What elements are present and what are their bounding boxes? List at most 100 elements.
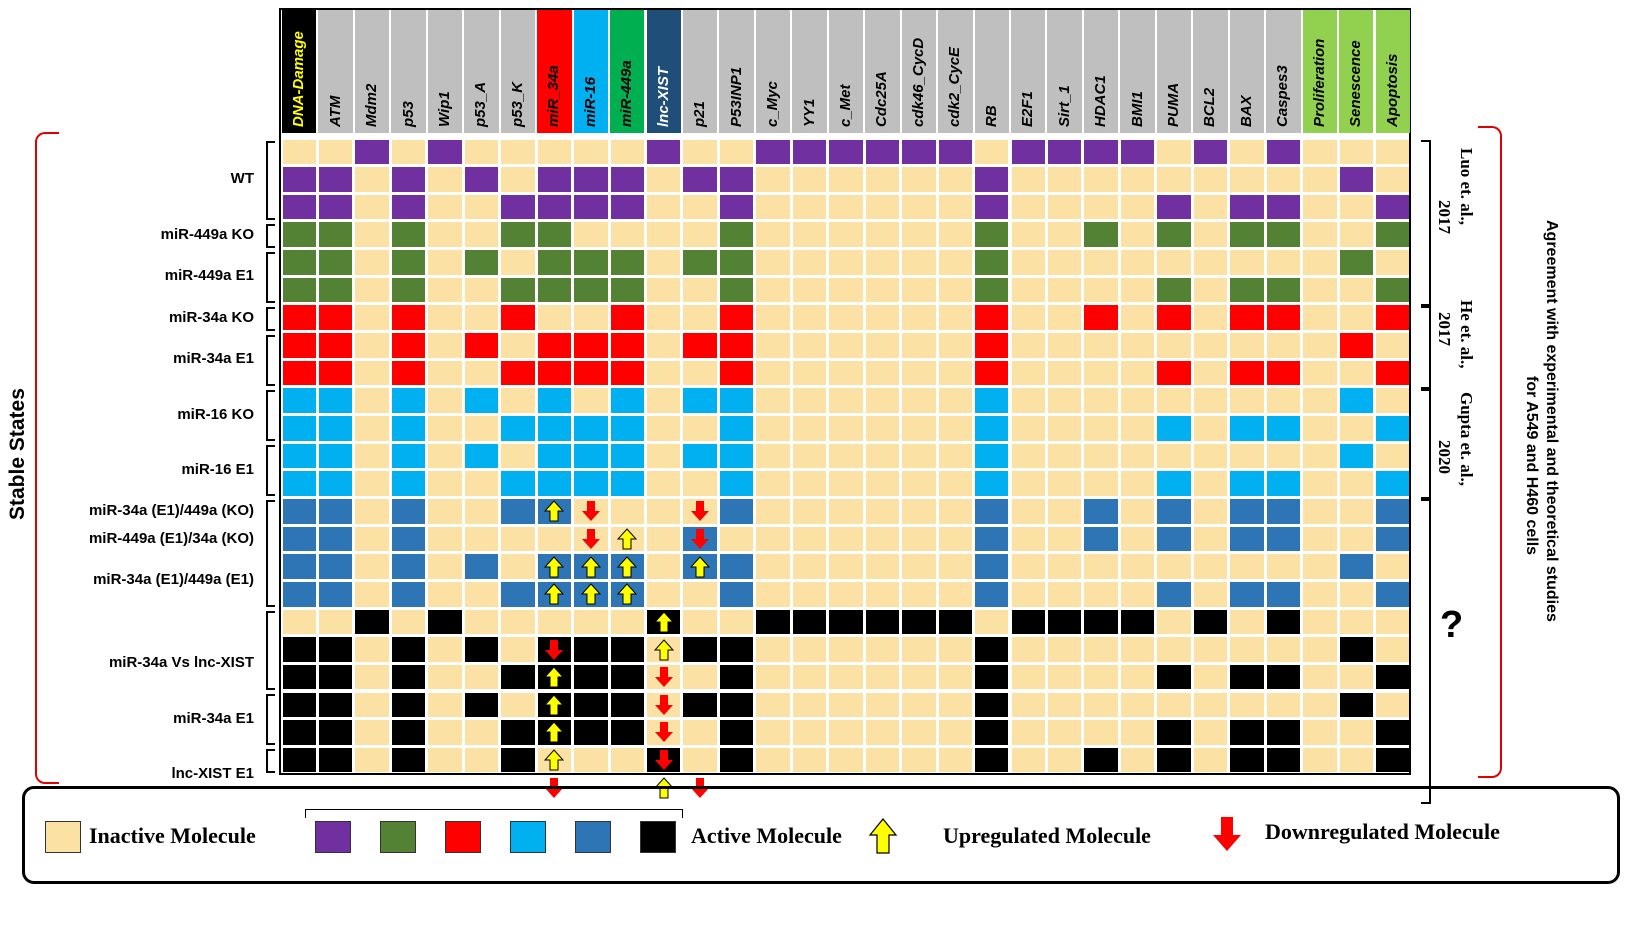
row-label: miR-34a E1 <box>173 350 254 368</box>
state-cell <box>792 194 827 220</box>
up-arrow-icon <box>544 583 565 605</box>
state-cell <box>501 720 535 745</box>
state-cell <box>938 692 973 718</box>
down-arrow-icon <box>691 501 710 522</box>
state-cell <box>355 139 389 165</box>
state-cell <box>537 443 572 469</box>
state-cell <box>318 471 353 496</box>
state-cell <box>574 692 608 718</box>
state-cell <box>792 222 827 248</box>
reference-text: He et. al., <box>1457 300 1476 369</box>
column-header: Sirt_1 <box>1047 10 1082 133</box>
state-cell <box>902 194 936 220</box>
state-cell <box>1193 498 1228 524</box>
state-cell <box>902 637 936 662</box>
state-cell <box>683 139 717 165</box>
state-cell <box>902 167 936 192</box>
state-cell <box>1084 333 1118 358</box>
state-cell <box>574 637 608 662</box>
state-cell <box>610 388 644 413</box>
state-cell <box>1157 498 1191 524</box>
state-cell <box>464 664 499 690</box>
state-cell <box>501 194 535 220</box>
state-cell <box>792 333 827 358</box>
state-cell <box>938 388 973 413</box>
state-cell <box>1157 388 1191 413</box>
state-cell <box>1084 360 1118 386</box>
state-cell <box>1266 498 1301 524</box>
state-cell <box>501 167 535 192</box>
state-cell <box>1303 747 1337 773</box>
state-cell <box>719 333 754 358</box>
state-cell <box>1047 139 1082 165</box>
state-cell <box>1193 139 1228 165</box>
state-cell <box>1011 637 1045 662</box>
state-cell <box>464 388 499 413</box>
up-arrow-icon <box>544 694 565 716</box>
state-cell <box>938 581 973 607</box>
state-cell <box>282 360 316 386</box>
state-cell <box>1230 139 1264 165</box>
state-cell <box>1084 526 1118 552</box>
state-cell <box>464 250 499 275</box>
agreement-label-cells: for A549 and H460 cells <box>1523 376 1540 556</box>
state-cell <box>1011 360 1045 386</box>
state-cell <box>683 609 717 635</box>
state-cell <box>938 747 973 773</box>
state-cell <box>391 250 426 275</box>
state-cell <box>1011 277 1045 303</box>
state-cell <box>902 609 936 635</box>
state-cell <box>1120 277 1155 303</box>
state-cell <box>975 498 1009 524</box>
state-cell <box>464 526 499 552</box>
state-cell <box>829 167 863 192</box>
column-header: cdk46_CycD <box>901 10 937 133</box>
state-cell <box>1266 416 1301 441</box>
column-header-label: c_Met <box>836 84 854 127</box>
state-cell <box>1339 526 1373 552</box>
state-cell <box>610 250 644 275</box>
state-cell <box>756 471 790 496</box>
state-cell <box>902 692 936 718</box>
stable-states-bracket <box>35 132 59 784</box>
state-cell <box>1193 692 1228 718</box>
state-cell <box>719 581 754 607</box>
state-cell <box>1120 554 1155 579</box>
state-cell <box>829 305 863 331</box>
state-cell <box>464 194 499 220</box>
state-cell <box>318 581 353 607</box>
state-cell <box>792 250 827 275</box>
state-cell <box>355 664 389 690</box>
state-cell <box>1303 305 1337 331</box>
state-cell <box>355 720 389 745</box>
state-cell <box>975 305 1009 331</box>
state-cell <box>1120 250 1155 275</box>
state-cell <box>1047 167 1082 192</box>
down-arrow-icon <box>654 750 673 771</box>
state-cell <box>1011 222 1045 248</box>
state-cell <box>829 609 863 635</box>
state-cell <box>1120 194 1155 220</box>
state-cell <box>1339 388 1373 413</box>
state-cell <box>574 471 608 496</box>
state-cell <box>975 664 1009 690</box>
state-cell <box>1303 526 1337 552</box>
state-cell <box>282 747 316 773</box>
state-cell <box>902 388 936 413</box>
state-cell <box>1230 609 1264 635</box>
state-cell <box>464 581 499 607</box>
column-header-label: cdk46_CycD <box>909 37 927 127</box>
state-cell <box>1339 637 1373 662</box>
state-cell <box>537 333 572 358</box>
state-cell <box>1084 139 1118 165</box>
state-cell <box>683 167 717 192</box>
state-cell <box>318 554 353 579</box>
state-cell <box>1339 194 1373 220</box>
state-cell <box>1157 167 1191 192</box>
state-cell <box>318 416 353 441</box>
state-cell <box>902 277 936 303</box>
state-cell <box>391 416 426 441</box>
state-cell <box>1230 692 1264 718</box>
column-header-label: RB <box>982 105 1000 127</box>
